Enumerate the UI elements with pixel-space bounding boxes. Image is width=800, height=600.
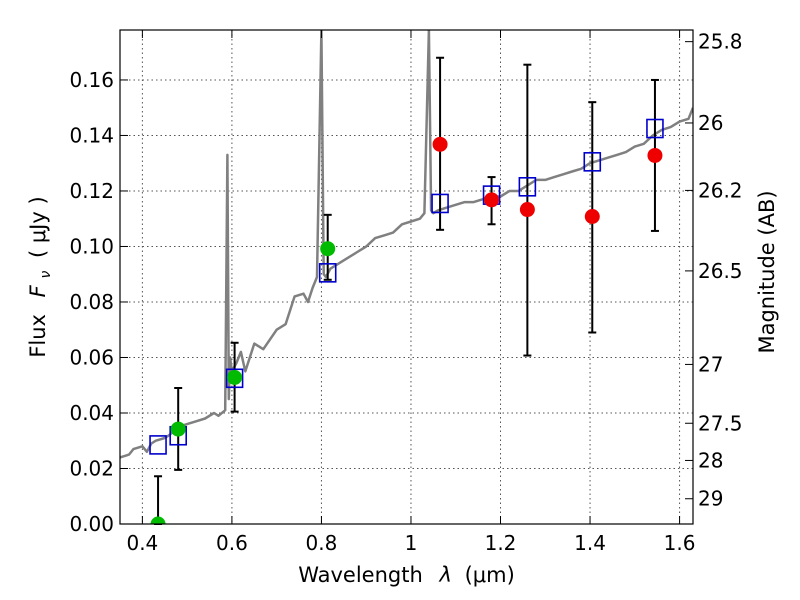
magnitude-tick-label: 29 bbox=[698, 487, 723, 511]
observed-point bbox=[584, 208, 600, 224]
ticks: 0.4 0.6 0.8 1 1.2 1.4 1.6 0.00 0.02 0.04 0.06 0.08 0… bbox=[69, 30, 742, 555]
model-photometry-square bbox=[518, 177, 537, 197]
observed-point bbox=[227, 369, 243, 385]
observed-point bbox=[150, 516, 166, 524]
sed-model-layer bbox=[120, 30, 693, 459]
x-axis-label-unit: (μm) bbox=[465, 563, 515, 587]
y-axis-label-subscript: ν bbox=[38, 271, 54, 279]
magnitude-tick-label: 26.2 bbox=[698, 178, 743, 202]
observed-point bbox=[432, 136, 448, 152]
y-tick-label: 0.04 bbox=[69, 401, 114, 425]
observed-point bbox=[484, 192, 500, 208]
observed-point bbox=[647, 147, 663, 163]
magnitude-tick-label: 25.8 bbox=[698, 30, 743, 54]
y-tick-label: 0.16 bbox=[69, 68, 114, 92]
model-photometry-square bbox=[431, 193, 449, 214]
y-tick-label: 0.02 bbox=[69, 456, 114, 480]
x-tick-label: 0.8 bbox=[306, 531, 338, 555]
observed-point bbox=[519, 202, 535, 218]
model-photometry-square bbox=[225, 368, 244, 389]
y-tick-label: 0.12 bbox=[69, 179, 114, 203]
x-tick-label: 1.4 bbox=[574, 531, 606, 555]
y-tick-label: 0.06 bbox=[69, 345, 114, 369]
plot-frame bbox=[119, 29, 694, 525]
sed-model-line bbox=[120, 30, 693, 459]
model-photometry-square bbox=[646, 118, 664, 139]
x-axis-label: Wavelength λ (μm) bbox=[298, 563, 515, 587]
observed-point bbox=[320, 241, 336, 257]
magnitude-tick-label: 27 bbox=[698, 352, 723, 376]
y-axis-label-unit: ( μJy ) bbox=[26, 196, 50, 258]
y-tick-label: 0.00 bbox=[69, 512, 114, 536]
y-axis-label: Flux F ν ( μJy ) bbox=[26, 196, 55, 357]
observed-point bbox=[170, 421, 186, 437]
magnitude-axis-label: Magnitude (AB) bbox=[755, 190, 779, 353]
grid bbox=[120, 30, 693, 525]
magnitude-tick-label: 27.5 bbox=[698, 411, 743, 435]
magnitude-tick-label: 26.5 bbox=[698, 259, 743, 283]
model-photometry-square bbox=[318, 263, 337, 283]
y-tick-label: 0.14 bbox=[69, 123, 114, 147]
x-axis-label-symbol: λ bbox=[438, 563, 451, 587]
y-tick-label: 0.10 bbox=[69, 234, 114, 258]
magnitude-tick-label: 26 bbox=[698, 111, 723, 135]
x-tick-label: 0.6 bbox=[216, 531, 248, 555]
error-bars-layer bbox=[154, 56, 659, 525]
x-tick-label: 0.4 bbox=[126, 531, 158, 555]
magnitude-tick-label: 28 bbox=[698, 448, 723, 472]
x-tick-label: 1 bbox=[405, 531, 418, 555]
x-axis-label-text: Wavelength bbox=[298, 563, 423, 587]
observed-points-layer bbox=[150, 136, 663, 524]
x-tick-label: 1.6 bbox=[664, 531, 696, 555]
y-axis-label-text: Flux bbox=[26, 314, 50, 358]
x-tick-label: 1.2 bbox=[485, 531, 517, 555]
model-photometry-square bbox=[583, 152, 602, 172]
model-photometry-layer bbox=[149, 118, 664, 455]
y-tick-label: 0.08 bbox=[69, 290, 114, 314]
model-photometry-square bbox=[149, 435, 167, 455]
y-axis-label-symbol: F bbox=[26, 284, 50, 297]
